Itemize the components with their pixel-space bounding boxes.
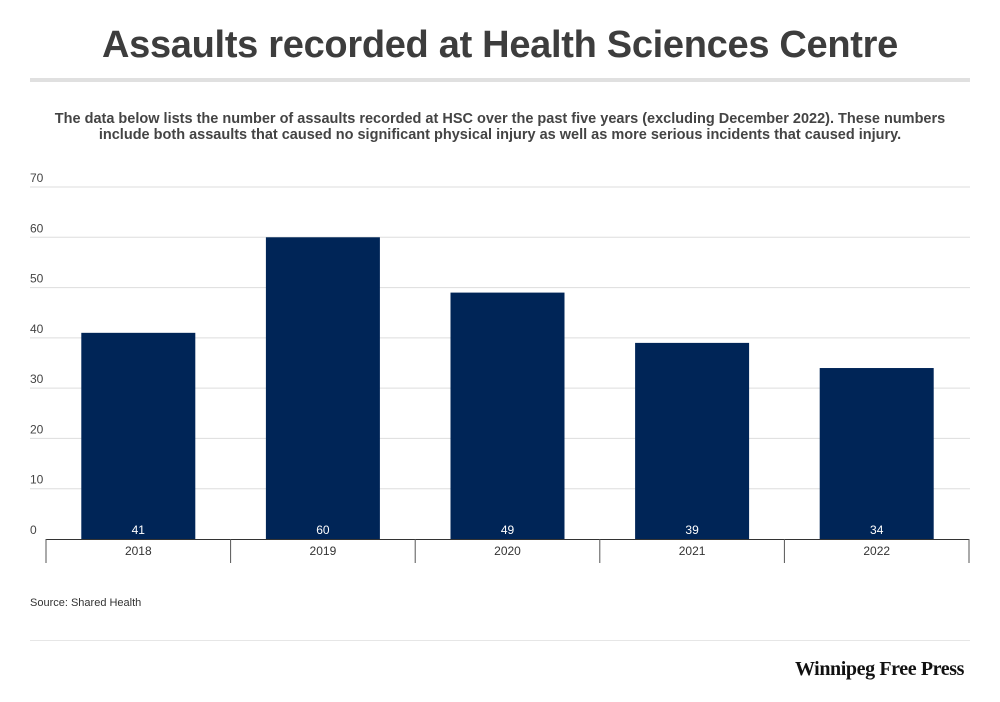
chart-subtitle: The data below lists the number of assau… — [54, 111, 946, 143]
data-labels: 41 60 49 39 34 — [132, 523, 884, 537]
footer-divider — [30, 640, 970, 641]
data-label: 60 — [316, 523, 330, 537]
y-axis-ticks: 0 10 20 30 40 50 60 70 — [30, 171, 44, 537]
data-label: 39 — [685, 523, 699, 537]
bar — [819, 368, 934, 539]
y-tick-label: 0 — [30, 523, 37, 537]
y-tick-label: 50 — [30, 272, 44, 286]
x-tick-label: 2022 — [863, 544, 890, 558]
y-tick-label: 20 — [30, 422, 44, 436]
bars — [81, 237, 934, 540]
x-tick-label: 2019 — [310, 544, 337, 558]
y-tick-label: 60 — [30, 221, 44, 235]
x-tick-label: 2020 — [494, 544, 521, 558]
bar — [81, 332, 196, 539]
bar — [265, 237, 380, 540]
y-tick-label: 70 — [30, 171, 44, 185]
source-note: Source: Shared Health — [30, 597, 142, 609]
x-tick-label: 2018 — [125, 544, 152, 558]
title-divider — [30, 78, 970, 82]
y-tick-label: 30 — [30, 372, 44, 386]
chart-title: Assaults recorded at Health Sciences Cen… — [102, 24, 898, 66]
data-label: 34 — [870, 523, 884, 537]
x-axis: 2018 2019 2020 2021 2022 — [45, 539, 970, 563]
x-tick-label: 2021 — [679, 544, 706, 558]
bar — [450, 292, 565, 539]
data-label: 41 — [132, 523, 146, 537]
data-label: 49 — [501, 523, 515, 537]
y-tick-label: 40 — [30, 322, 44, 336]
y-tick-label: 10 — [30, 473, 44, 487]
brand-logo: Winnipeg Free Press — [794, 658, 964, 680]
bar — [635, 342, 750, 539]
